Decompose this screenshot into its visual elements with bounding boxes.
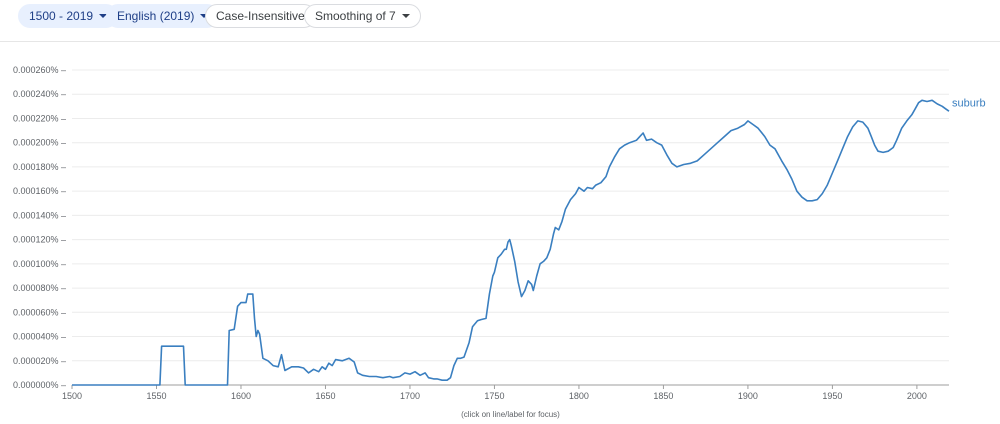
- chevron-down-icon: [99, 14, 108, 18]
- toolbar: 1500 - 2019 English (2019) Case-Insensit…: [0, 0, 1000, 42]
- chart-hint: (click on line/label for focus): [461, 410, 560, 419]
- y-tick-label: 0.000000% –: [13, 380, 66, 390]
- case-insensitive-toggle[interactable]: Case-Insensitive: [205, 4, 316, 28]
- chevron-down-icon: [401, 14, 410, 18]
- y-tick-label: 0.000060% –: [13, 307, 66, 317]
- y-tick-label: 0.000180% –: [13, 162, 66, 172]
- ngram-chart: 0.000000% – 0.000020% – 0.000040% – 0.00006…: [13, 65, 986, 419]
- series-label-suburb[interactable]: suburb: [952, 97, 986, 109]
- x-tick-label: 1500: [62, 391, 82, 401]
- x-tick-label: 1750: [484, 391, 504, 401]
- y-tick-label: 0.000120% –: [13, 235, 66, 245]
- y-tick-label: 0.000100% –: [13, 259, 66, 269]
- year-range-label: 1500 - 2019: [29, 9, 94, 23]
- x-tick-label: 1850: [653, 391, 673, 401]
- y-tick-label: 0.000260% –: [13, 65, 66, 75]
- series-line-suburb[interactable]: [72, 99, 950, 386]
- y-tick-label: 0.000080% –: [13, 283, 66, 293]
- series-group[interactable]: suburb: [72, 97, 986, 386]
- x-tick-label: 1700: [400, 391, 420, 401]
- case-label: Case-Insensitive: [216, 9, 305, 23]
- chevron-down-icon: [200, 14, 209, 18]
- x-axis: 1500 1550 1600 1650 1700 1750 1800 1850 1900 1950…: [62, 384, 949, 401]
- chart-grid: [72, 69, 949, 362]
- x-tick-label: 1650: [315, 391, 335, 401]
- x-tick-label: 1900: [738, 391, 758, 401]
- smoothing-dropdown[interactable]: Smoothing of 7: [304, 4, 421, 28]
- corpus-label: English (2019): [117, 9, 195, 23]
- x-tick-label: 1950: [822, 391, 842, 401]
- y-tick-label: 0.000140% –: [13, 210, 66, 220]
- y-tick-label: 0.000200% –: [13, 138, 66, 148]
- y-tick-label: 0.000160% –: [13, 186, 66, 196]
- y-tick-label: 0.000220% –: [13, 113, 66, 123]
- year-range-dropdown[interactable]: 1500 - 2019: [18, 4, 119, 28]
- y-tick-label: 0.000240% –: [13, 89, 66, 99]
- corpus-dropdown[interactable]: English (2019): [106, 4, 220, 28]
- y-axis: 0.000000% – 0.000020% – 0.000040% – 0.00006…: [13, 65, 66, 390]
- y-tick-label: 0.000040% –: [13, 332, 66, 342]
- y-tick-label: 0.000020% –: [13, 356, 66, 366]
- x-tick-label: 1600: [231, 391, 251, 401]
- x-tick-label: 1550: [146, 391, 166, 401]
- x-tick-label: 2000: [907, 391, 927, 401]
- smoothing-label: Smoothing of 7: [315, 9, 396, 23]
- x-tick-label: 1800: [569, 391, 589, 401]
